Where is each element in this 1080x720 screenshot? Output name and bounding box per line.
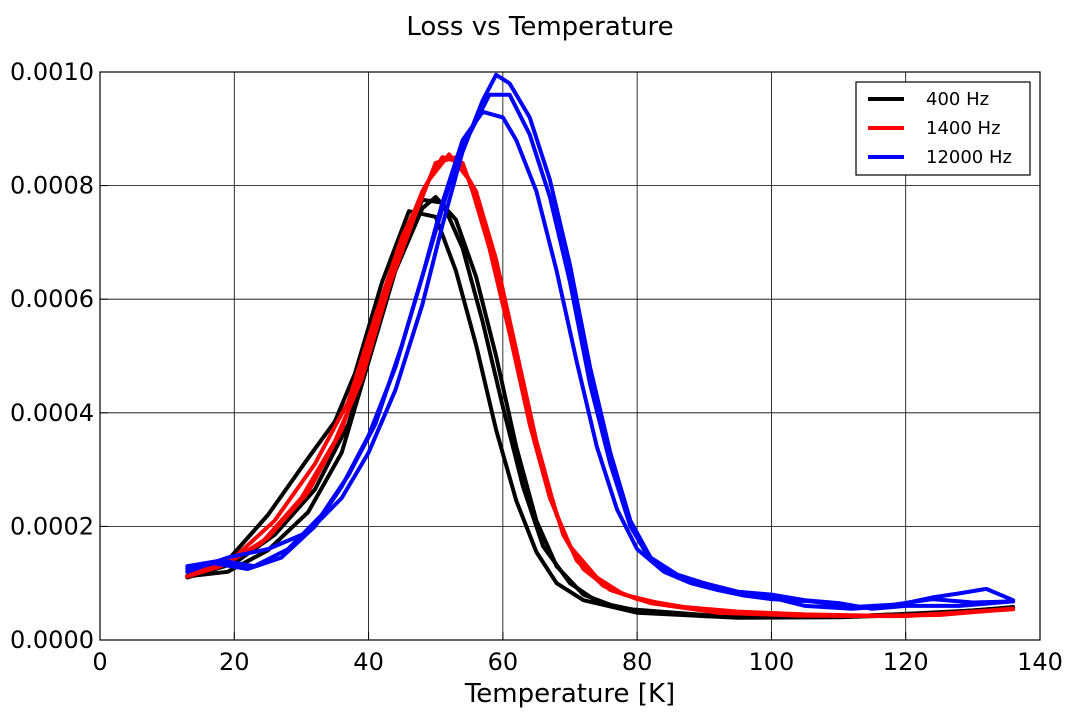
x-tick-labels: 0 20 40 60 80 100 120 140 bbox=[92, 648, 1063, 676]
series-line-3 bbox=[185, 155, 1016, 619]
y-tick-label: 0.0002 bbox=[10, 512, 94, 540]
x-tick-label: 60 bbox=[488, 648, 519, 676]
x-tick-label: 0 bbox=[92, 648, 107, 676]
legend-label: 12000 Hz bbox=[926, 147, 1012, 168]
series-line-2 bbox=[185, 209, 1016, 620]
y-tick-label: 0.0008 bbox=[10, 172, 94, 200]
y-tick-labels: 0.0000 0.0002 0.0004 0.0006 0.0008 0.0010 bbox=[10, 58, 94, 654]
legend: 400 Hz 1400 Hz 12000 Hz bbox=[855, 81, 1031, 176]
legend-label: 1400 Hz bbox=[926, 118, 1001, 139]
series-line-4 bbox=[185, 155, 1016, 619]
y-tick-label: 0.0004 bbox=[10, 399, 94, 427]
series-line-5 bbox=[185, 152, 1016, 618]
x-tick-label: 40 bbox=[353, 648, 384, 676]
y-tick-label: 0.0006 bbox=[10, 285, 94, 313]
legend-label: 400 Hz bbox=[926, 89, 989, 110]
y-tick-label: 0.0010 bbox=[10, 58, 94, 86]
x-tick-label: 20 bbox=[219, 648, 250, 676]
x-axis-title: Temperature [K] bbox=[464, 679, 675, 709]
chart-title: Loss vs Temperature bbox=[406, 12, 673, 42]
x-tick-label: 140 bbox=[1017, 648, 1063, 676]
x-tick-label: 100 bbox=[749, 648, 795, 676]
y-tick-label: 0.0000 bbox=[10, 626, 94, 654]
series-group bbox=[185, 72, 1016, 620]
x-tick-label: 120 bbox=[883, 648, 929, 676]
plot-frame bbox=[99, 71, 1041, 641]
series-line-8 bbox=[185, 109, 1016, 610]
x-tick-label: 80 bbox=[622, 648, 653, 676]
